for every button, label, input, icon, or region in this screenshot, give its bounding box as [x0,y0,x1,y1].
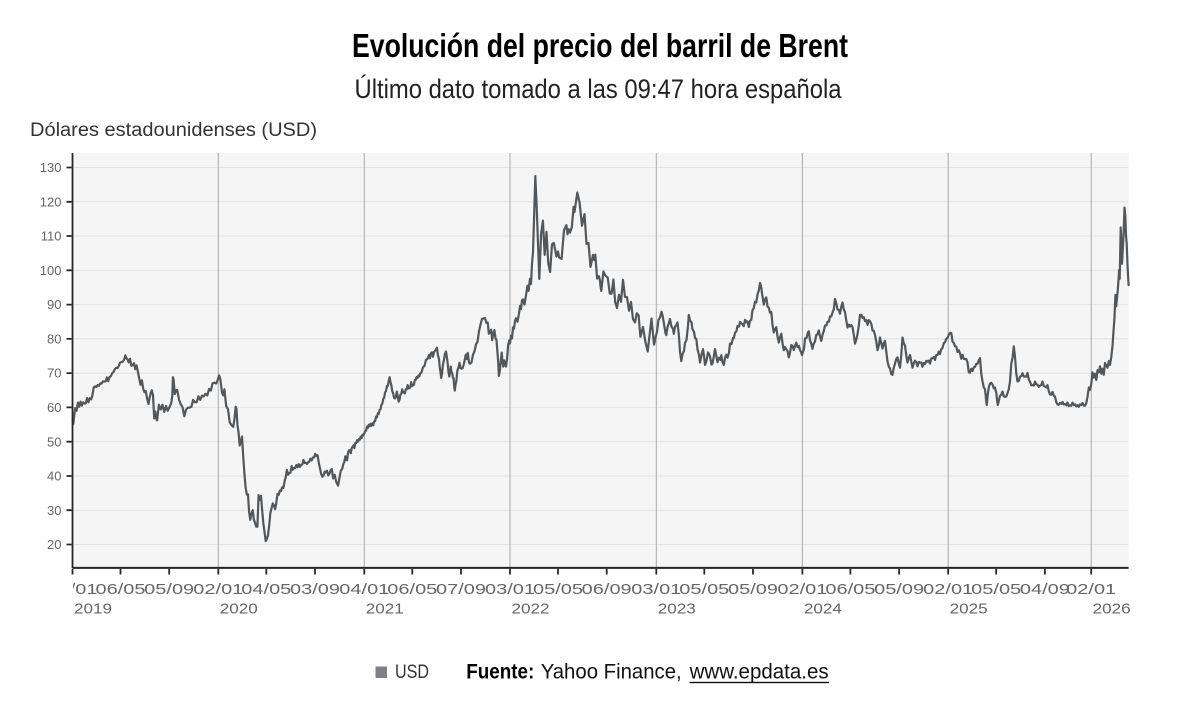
svg-text:02/01: 02/01 [777,581,827,598]
svg-text:05/05: 05/05 [679,581,729,598]
svg-text:www.epdata.es: www.epdata.es [689,661,829,684]
svg-text:04/09: 04/09 [1020,581,1070,598]
svg-text:2026: 2026 [1093,601,1131,618]
svg-text:05/05: 05/05 [971,581,1021,598]
svg-text:100: 100 [40,263,62,278]
svg-text:2024: 2024 [804,601,842,618]
svg-text:05/09: 05/09 [874,581,924,598]
svg-text:130: 130 [40,160,62,175]
svg-text:Evolución del precio del barri: Evolución del precio del barril de Brent [352,27,848,64]
svg-text:2023: 2023 [658,601,696,618]
svg-text:02/01: 02/01 [1066,581,1116,598]
svg-text:120: 120 [40,194,62,209]
svg-text:2022: 2022 [512,601,550,618]
svg-text:06/05: 06/05 [387,581,437,598]
svg-text:04/05: 04/05 [241,581,291,598]
svg-text:2025: 2025 [950,601,988,618]
svg-text:40: 40 [47,469,61,484]
svg-text:2021: 2021 [366,601,404,618]
svg-text:90: 90 [47,297,61,312]
svg-text:Yahoo Finance,: Yahoo Finance, [541,661,682,684]
svg-text:03/09: 03/09 [290,581,340,598]
svg-text:80: 80 [47,332,61,347]
svg-text:07/09: 07/09 [436,581,486,598]
svg-text:04/01: 04/01 [339,581,389,598]
svg-text:20: 20 [47,537,61,552]
svg-text:50: 50 [47,434,61,449]
svg-text:02/01: 02/01 [48,581,98,598]
svg-text:Fuente:: Fuente: [466,661,534,684]
svg-text:03/01: 03/01 [631,581,681,598]
svg-text:06/09: 06/09 [582,581,632,598]
svg-text:05/05: 05/05 [533,581,583,598]
svg-text:60: 60 [47,400,61,415]
svg-text:05/09: 05/09 [144,581,194,598]
svg-text:03/01: 03/01 [485,581,535,598]
svg-text:2019: 2019 [74,601,112,618]
svg-text:110: 110 [41,229,62,244]
svg-text:Último dato tomado a las 09:47: Último dato tomado a las 09:47 hora espa… [355,73,843,104]
svg-text:06/05: 06/05 [96,581,146,598]
svg-text:2020: 2020 [220,601,258,618]
svg-text:06/05: 06/05 [825,581,875,598]
svg-text:Dólares estadounidenses (USD): Dólares estadounidenses (USD) [30,120,317,141]
svg-text:30: 30 [47,503,61,518]
svg-text:70: 70 [47,366,61,381]
svg-text:05/09: 05/09 [728,581,778,598]
svg-text:02/01: 02/01 [923,581,973,598]
svg-text:02/01: 02/01 [193,581,243,598]
svg-text:USD: USD [395,661,429,683]
